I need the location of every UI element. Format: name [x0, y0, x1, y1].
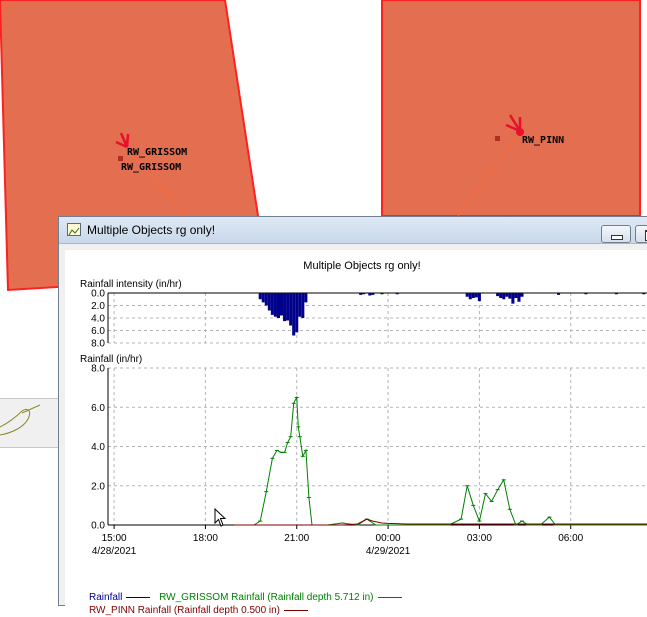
y-axis-label: Rainfall (in/hr) [80, 354, 142, 365]
intensity-bar [286, 293, 290, 321]
intensity-bar [295, 293, 299, 333]
tick-label: 06:00 [558, 533, 583, 544]
y-axis-label: Rainfall intensity (in/hr) [80, 279, 182, 290]
chart-title: Multiple Objects rg only! [303, 260, 421, 272]
title-bar[interactable]: Multiple Objects rg only! [59, 217, 647, 244]
tick-label: 8.0 [91, 364, 105, 375]
side-panel-thumbnail [0, 404, 41, 436]
intensity-bar [496, 293, 500, 297]
plot-area[interactable]: Multiple Objects rg only! Rainfall inten… [65, 250, 647, 616]
intensity-bar [362, 293, 366, 295]
legend-item-pinn: RW_PINN Rainfall (Rainfall depth 0.500 i… [89, 604, 314, 617]
series-line [235, 518, 647, 526]
tick-label: 0.0 [91, 521, 105, 532]
tick-label: 00:00 [376, 533, 401, 544]
intensity-bar [557, 293, 561, 295]
graph-window[interactable]: Multiple Objects rg only! Multiple Objec… [58, 216, 647, 616]
intensity-bar [502, 293, 506, 300]
tick-label: 18:00 [193, 533, 218, 544]
intensity-bar [261, 293, 265, 303]
intensity-bar [520, 293, 524, 297]
chart-svg: Rainfall intensity (in/hr) Rainfall (in/h… [80, 279, 647, 557]
minimize-icon [611, 235, 623, 240]
graph-window-icon [67, 223, 81, 236]
intensity-bar [292, 293, 296, 336]
tick-label: 15:00 [102, 533, 127, 544]
tick-label: 8.0 [91, 339, 105, 350]
catchment-polygon-pinn[interactable] [381, 0, 641, 217]
tick-label: 2.0 [91, 301, 105, 312]
rain-gauge-icon[interactable] [516, 128, 524, 136]
intensity-bar [511, 293, 515, 304]
intensity-bar [477, 293, 481, 302]
series-line [253, 395, 647, 526]
intensity-bar [395, 293, 399, 295]
window-title: Multiple Objects rg only! [87, 223, 216, 237]
intensity-bar [465, 293, 469, 297]
chart-legend: Rainfall RW_GRISSOM Rainfall (Rainfall d… [89, 591, 408, 617]
intensity-bar [283, 293, 287, 322]
intensity-bar [517, 293, 521, 302]
date-label: 4/28/2021 [92, 546, 137, 557]
intensity-bar [471, 293, 475, 298]
intensity-bar [264, 293, 268, 306]
legend-label: RW_PINN Rainfall (Rainfall depth 0.500 i… [89, 605, 281, 616]
intensity-bar [380, 293, 384, 295]
intensity-bar [505, 293, 509, 297]
tick-label: 21:00 [284, 533, 309, 544]
tick-label: 4.0 [91, 314, 105, 325]
intensity-bar [273, 293, 277, 317]
intensity-bar [368, 293, 372, 296]
intensity-bar [267, 293, 271, 311]
intensity-bar [614, 293, 618, 295]
gauge-label: RW_GRISSOM [127, 147, 188, 158]
rain-gauge-icon[interactable] [115, 132, 130, 149]
gauge-link-line [457, 131, 521, 217]
tick-label: 4.0 [91, 442, 105, 453]
intensity-bar [298, 293, 302, 317]
maximize-icon [645, 230, 647, 241]
tick-label: 6.0 [91, 403, 105, 414]
tick-label: 6.0 [91, 326, 105, 337]
intensity-bar [304, 293, 308, 303]
node-label: RW_GRISSOM [121, 162, 182, 173]
date-label: 4/29/2021 [366, 546, 411, 557]
intensity-bar [371, 293, 375, 295]
intensity-bar [642, 293, 646, 295]
intensity-bar [289, 293, 293, 326]
gauge-label: RW_PINN [522, 135, 565, 146]
tick-label: 03:00 [467, 533, 492, 544]
intensity-bar [474, 293, 478, 298]
legend-swatch [126, 596, 151, 598]
maximize-button[interactable] [635, 225, 647, 243]
node-marker[interactable] [495, 136, 500, 141]
gauge-link-line [126, 149, 189, 217]
intensity-bar [499, 293, 503, 298]
intensity-bar [468, 293, 472, 300]
intensity-bar [301, 293, 305, 318]
legend-swatch [284, 609, 309, 611]
tick-label: 2.0 [91, 481, 105, 492]
side-panel [0, 398, 58, 448]
intensity-bar [279, 293, 284, 316]
minimize-button[interactable] [601, 225, 631, 243]
node-marker[interactable] [118, 156, 123, 161]
intensity-bar [508, 293, 512, 299]
intensity-bar [270, 293, 274, 315]
mouse-cursor-icon [214, 508, 227, 527]
intensity-bar [258, 293, 262, 300]
legend-swatch [377, 596, 402, 598]
intensity-bar [584, 293, 588, 295]
tick-label: 0.0 [91, 289, 105, 300]
intensity-bar [359, 293, 363, 295]
intensity-bar [514, 293, 518, 298]
intensity-bar [276, 293, 280, 318]
